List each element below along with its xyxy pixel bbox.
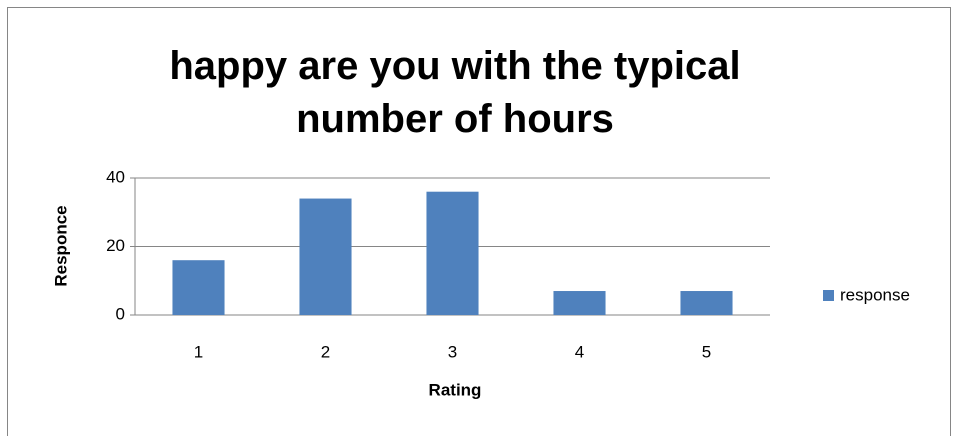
legend-label: response <box>840 285 910 304</box>
x-axis-label: Rating <box>429 380 482 399</box>
bar <box>426 191 479 315</box>
x-tick-label: 2 <box>321 342 330 361</box>
chart-frame <box>7 7 951 436</box>
x-tick-label: 1 <box>194 342 203 361</box>
bar <box>172 260 225 315</box>
y-tick-label: 40 <box>106 167 125 186</box>
bar <box>680 291 733 315</box>
legend-swatch <box>823 290 834 301</box>
x-tick-label: 5 <box>702 342 711 361</box>
y-tick-label: 20 <box>106 236 125 255</box>
x-tick-label: 3 <box>448 342 457 361</box>
bar <box>553 291 606 315</box>
chart-title: happy are you with the typical number of… <box>169 44 741 141</box>
y-axis-label: Responce <box>51 205 70 286</box>
y-tick-label: 0 <box>116 304 125 323</box>
x-tick-label: 4 <box>575 342 584 361</box>
bar <box>299 198 352 315</box>
